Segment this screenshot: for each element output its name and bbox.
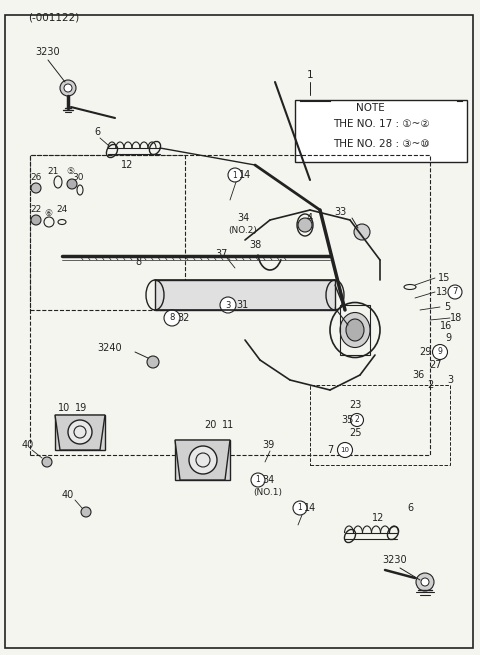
- Text: 1: 1: [256, 476, 260, 485]
- Circle shape: [350, 413, 363, 426]
- Text: 20: 20: [204, 420, 216, 430]
- Circle shape: [337, 443, 352, 457]
- Bar: [310, 385, 450, 465]
- Text: 1: 1: [233, 170, 238, 179]
- Bar: [295, 100, 467, 162]
- Text: 4: 4: [307, 213, 313, 223]
- Circle shape: [64, 84, 72, 92]
- Text: ⑥: ⑥: [44, 210, 52, 219]
- Text: (NO.2): (NO.2): [228, 225, 257, 234]
- Text: (-001122): (-001122): [28, 12, 79, 22]
- Text: 22: 22: [30, 206, 42, 214]
- Text: THE NO. 28 : ③~⑩: THE NO. 28 : ③~⑩: [333, 139, 429, 149]
- Text: NOTE: NOTE: [356, 103, 384, 113]
- Text: 15: 15: [438, 273, 450, 283]
- Text: 24: 24: [56, 206, 68, 214]
- Text: 2: 2: [355, 415, 360, 424]
- Text: 9: 9: [446, 333, 452, 343]
- Circle shape: [293, 501, 307, 515]
- Text: 3: 3: [225, 301, 231, 310]
- Text: 21: 21: [48, 168, 59, 176]
- Bar: [155, 280, 335, 310]
- Circle shape: [228, 168, 242, 182]
- Text: 10: 10: [58, 403, 70, 413]
- Text: 35: 35: [342, 415, 354, 425]
- Circle shape: [60, 80, 76, 96]
- Text: 38: 38: [249, 240, 261, 250]
- Circle shape: [220, 297, 236, 313]
- Text: THE NO. 17 : ①~②: THE NO. 17 : ①~②: [333, 119, 429, 129]
- Text: 3240: 3240: [98, 343, 122, 353]
- Text: 25: 25: [349, 428, 361, 438]
- Text: 3230: 3230: [36, 47, 60, 57]
- Text: 34: 34: [262, 475, 274, 485]
- Circle shape: [31, 215, 41, 225]
- Text: 5: 5: [444, 302, 450, 312]
- Text: 3230: 3230: [383, 555, 408, 565]
- Text: 39: 39: [262, 440, 274, 450]
- Text: 30: 30: [72, 174, 84, 183]
- Text: 40: 40: [62, 490, 74, 500]
- Circle shape: [31, 183, 41, 193]
- Bar: [30, 155, 430, 455]
- Circle shape: [147, 356, 159, 368]
- Circle shape: [42, 457, 52, 467]
- Text: 14: 14: [304, 503, 316, 513]
- Text: 27: 27: [429, 360, 441, 370]
- Bar: [30, 155, 185, 310]
- Bar: [55, 415, 105, 450]
- Text: 8: 8: [169, 314, 175, 322]
- Text: 36: 36: [412, 370, 424, 380]
- Text: 26: 26: [30, 174, 42, 183]
- Text: 40: 40: [22, 440, 34, 450]
- Circle shape: [421, 578, 429, 586]
- Text: 11: 11: [222, 420, 234, 430]
- Text: 1: 1: [307, 70, 313, 80]
- Text: 7: 7: [327, 445, 333, 455]
- Text: 6: 6: [407, 503, 413, 513]
- Text: 14: 14: [239, 170, 251, 180]
- Circle shape: [432, 345, 447, 360]
- Text: 13: 13: [436, 287, 448, 297]
- Text: 12: 12: [372, 513, 384, 523]
- Bar: [340, 305, 370, 355]
- Bar: [175, 440, 230, 480]
- Circle shape: [81, 507, 91, 517]
- Text: 18: 18: [450, 313, 462, 323]
- Text: 8: 8: [135, 257, 141, 267]
- Ellipse shape: [340, 312, 370, 348]
- Text: 29: 29: [420, 347, 432, 357]
- Circle shape: [68, 420, 92, 444]
- Circle shape: [354, 224, 370, 240]
- Circle shape: [298, 218, 312, 232]
- Text: 23: 23: [349, 400, 361, 410]
- Text: 10: 10: [340, 447, 349, 453]
- Circle shape: [416, 573, 434, 591]
- Text: 34: 34: [237, 213, 249, 223]
- Text: 7: 7: [452, 288, 458, 297]
- Circle shape: [251, 473, 265, 487]
- Ellipse shape: [346, 319, 364, 341]
- Text: 16: 16: [440, 321, 452, 331]
- Text: 12: 12: [121, 160, 133, 170]
- Text: 2: 2: [427, 380, 433, 390]
- Text: 3: 3: [447, 375, 453, 385]
- Circle shape: [189, 446, 217, 474]
- Circle shape: [164, 310, 180, 326]
- Text: 19: 19: [75, 403, 87, 413]
- Text: 6: 6: [94, 127, 100, 137]
- Polygon shape: [55, 415, 105, 450]
- Text: ⑤: ⑤: [66, 168, 74, 176]
- Text: 31: 31: [236, 300, 248, 310]
- Text: 9: 9: [438, 348, 443, 356]
- Text: 1: 1: [298, 504, 302, 512]
- Circle shape: [448, 285, 462, 299]
- Text: 33: 33: [334, 207, 346, 217]
- Text: 32: 32: [177, 313, 189, 323]
- Text: 37: 37: [216, 249, 228, 259]
- Circle shape: [67, 179, 77, 189]
- Text: (NO.1): (NO.1): [253, 487, 283, 496]
- Polygon shape: [175, 440, 230, 480]
